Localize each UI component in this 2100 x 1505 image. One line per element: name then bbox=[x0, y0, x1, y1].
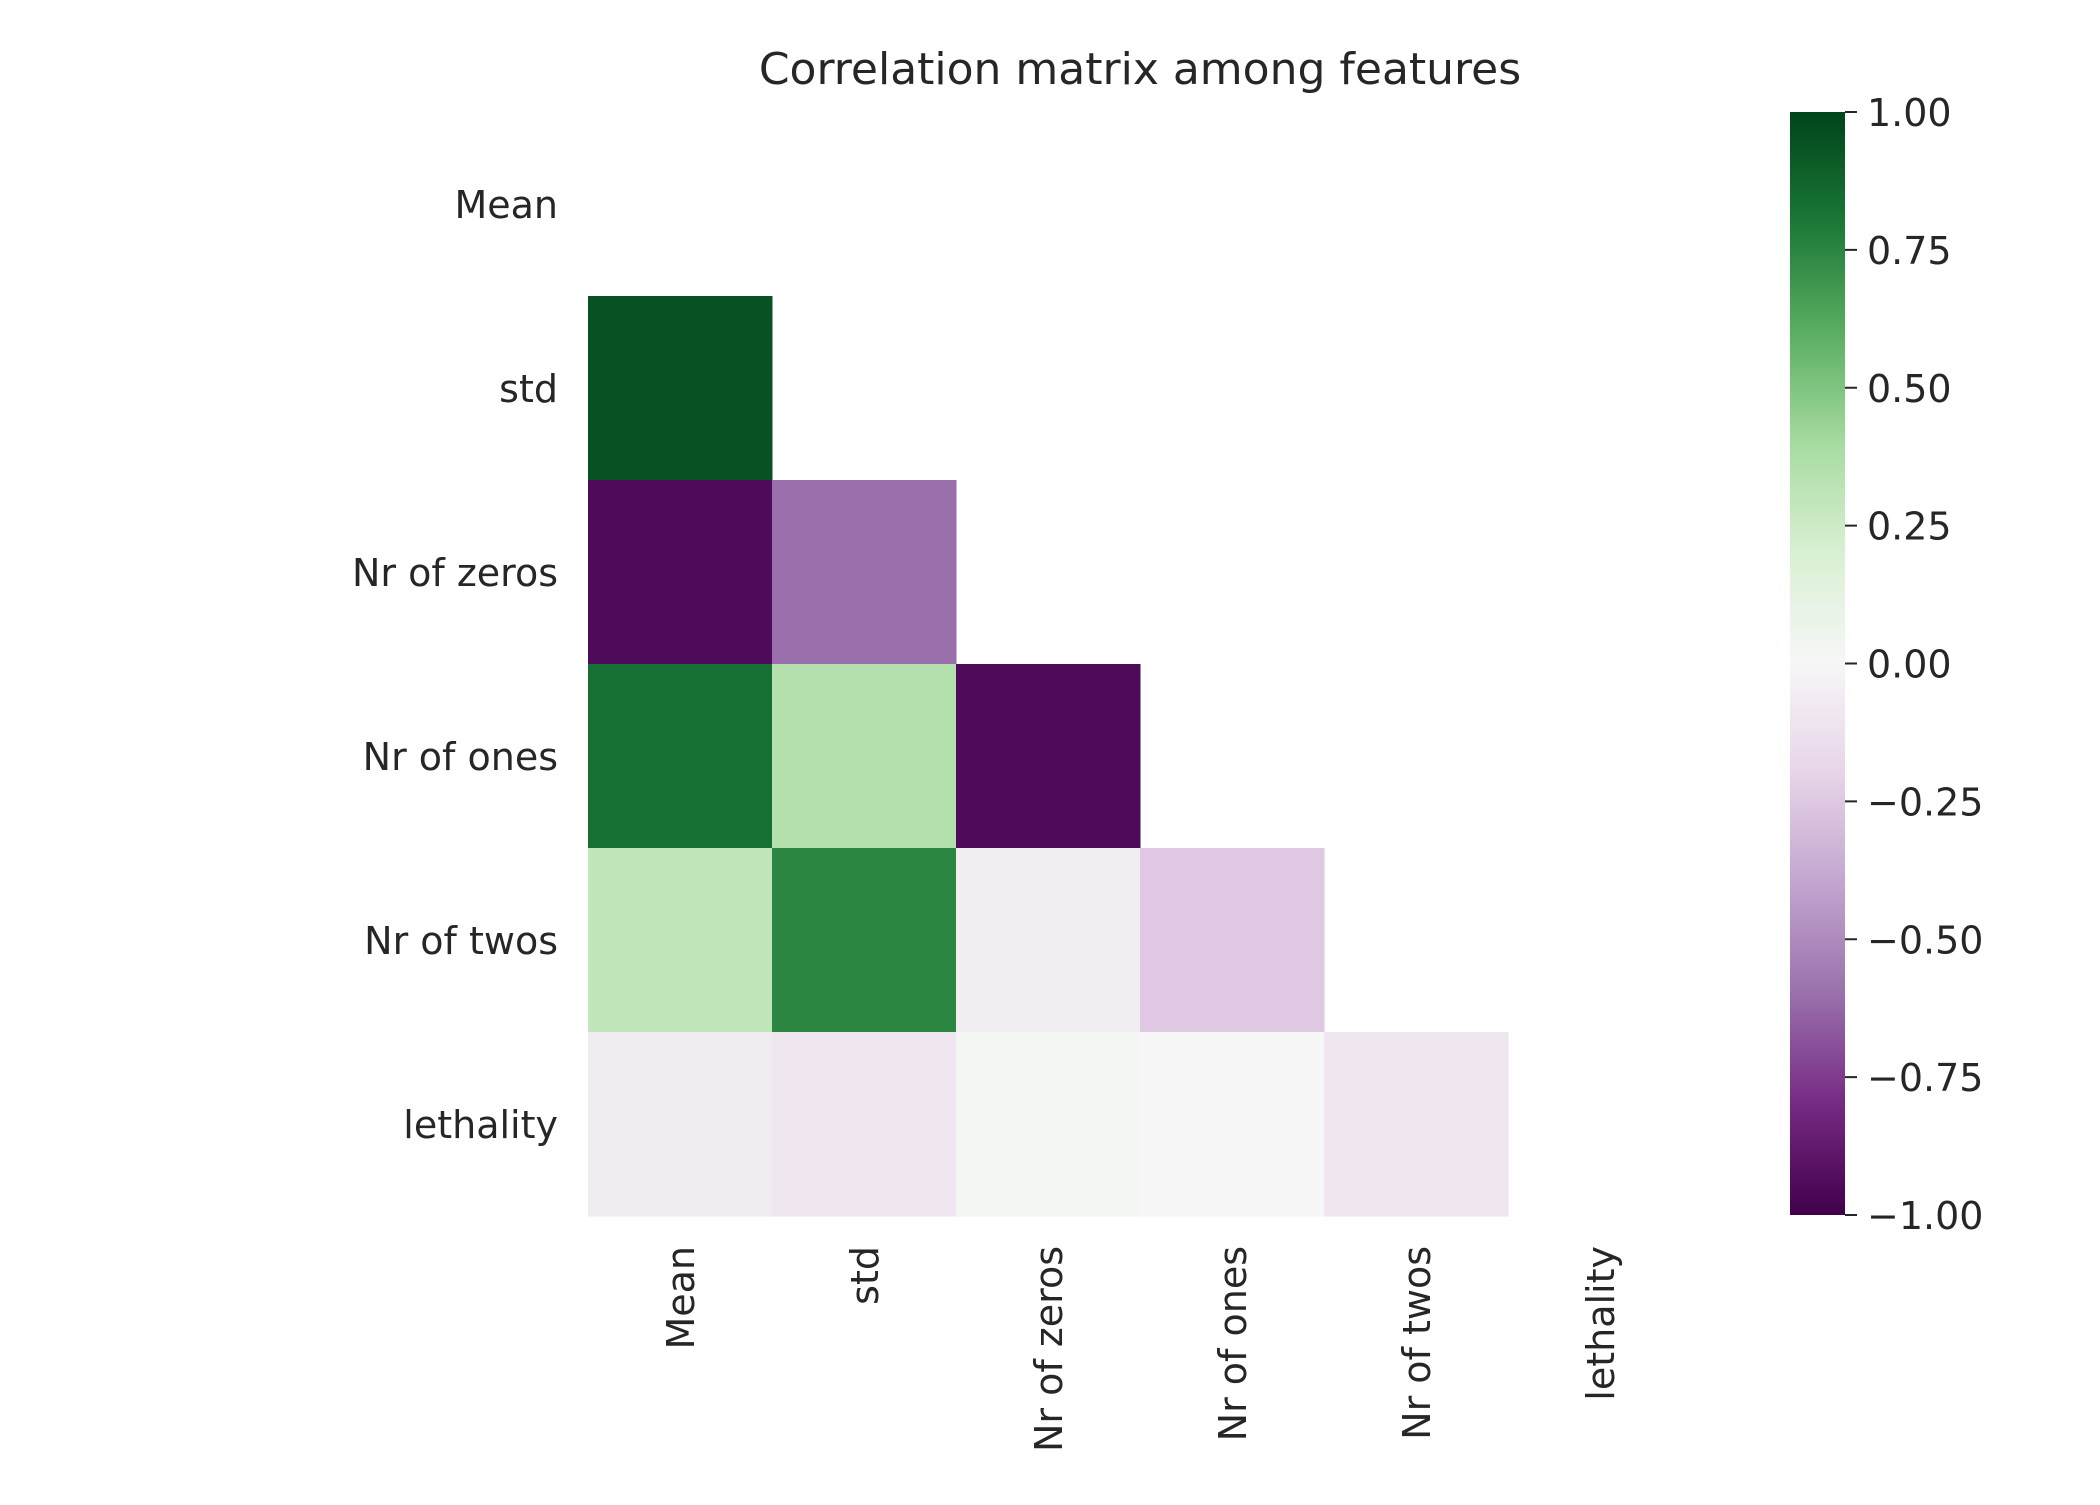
y-tick-label: Nr of twos bbox=[364, 919, 558, 963]
heatmap-cell bbox=[956, 664, 1141, 849]
x-tick-label: lethality bbox=[1579, 1246, 1623, 1401]
y-tick-label: std bbox=[499, 367, 558, 411]
colorbar-gradient bbox=[1790, 112, 1845, 1215]
heatmap-cell bbox=[588, 848, 773, 1033]
y-tick-label: Nr of zeros bbox=[352, 551, 558, 595]
colorbar-tick-label: −0.75 bbox=[1867, 1056, 1983, 1100]
heatmap-cell bbox=[956, 1032, 1141, 1217]
heatmap-cell bbox=[772, 664, 957, 849]
x-tick-label: Mean bbox=[659, 1246, 703, 1350]
heatmap-cell bbox=[1324, 1032, 1509, 1217]
heatmap-cells bbox=[588, 296, 1509, 1217]
colorbar-tick-label: 0.00 bbox=[1867, 643, 1952, 687]
colorbar-tick-label: −0.50 bbox=[1867, 918, 1983, 962]
x-tick-label: std bbox=[843, 1246, 887, 1305]
heatmap-cell bbox=[588, 1032, 773, 1217]
heatmap-cell bbox=[588, 296, 773, 481]
colorbar-tick-label: −0.25 bbox=[1867, 780, 1983, 824]
heatmap-cell bbox=[772, 848, 957, 1033]
heatmap-cell bbox=[1140, 1032, 1325, 1217]
colorbar-ticks: 1.00 0.75 0.50 0.25 0.00 −0.25 −0.50 −0.75 −1.00 bbox=[1845, 91, 1983, 1238]
heatmap-cell bbox=[956, 848, 1141, 1033]
colorbar-tick-label: 0.75 bbox=[1867, 229, 1952, 273]
heatmap-cell bbox=[588, 480, 773, 665]
x-tick-label: Nr of ones bbox=[1211, 1246, 1255, 1441]
colorbar: 1.00 0.75 0.50 0.25 0.00 −0.25 −0.50 −0.75 −1.00 bbox=[1790, 91, 1983, 1238]
heatmap-cell bbox=[772, 480, 957, 665]
heatmap-cell bbox=[772, 1032, 957, 1217]
heatmap-cell bbox=[1140, 848, 1325, 1033]
colorbar-tick-label: 0.50 bbox=[1867, 367, 1952, 411]
x-tick-label: Nr of zeros bbox=[1027, 1246, 1071, 1452]
colorbar-tick-label: 1.00 bbox=[1867, 91, 1952, 135]
y-tick-label: Nr of ones bbox=[363, 735, 558, 779]
x-tick-labels: Mean std Nr of zeros Nr of ones Nr of twos le… bbox=[659, 1246, 1623, 1452]
y-tick-labels: Mean std Nr of zeros Nr of ones Nr of twos le… bbox=[352, 183, 558, 1147]
heatmap-cell bbox=[588, 664, 773, 849]
y-tick-label: lethality bbox=[403, 1103, 558, 1147]
colorbar-tick-label: −1.00 bbox=[1867, 1194, 1983, 1238]
chart-title: Correlation matrix among features bbox=[759, 44, 1521, 95]
x-tick-label: Nr of twos bbox=[1395, 1246, 1439, 1440]
colorbar-tick-label: 0.25 bbox=[1867, 505, 1952, 549]
y-tick-label: Mean bbox=[454, 183, 558, 227]
